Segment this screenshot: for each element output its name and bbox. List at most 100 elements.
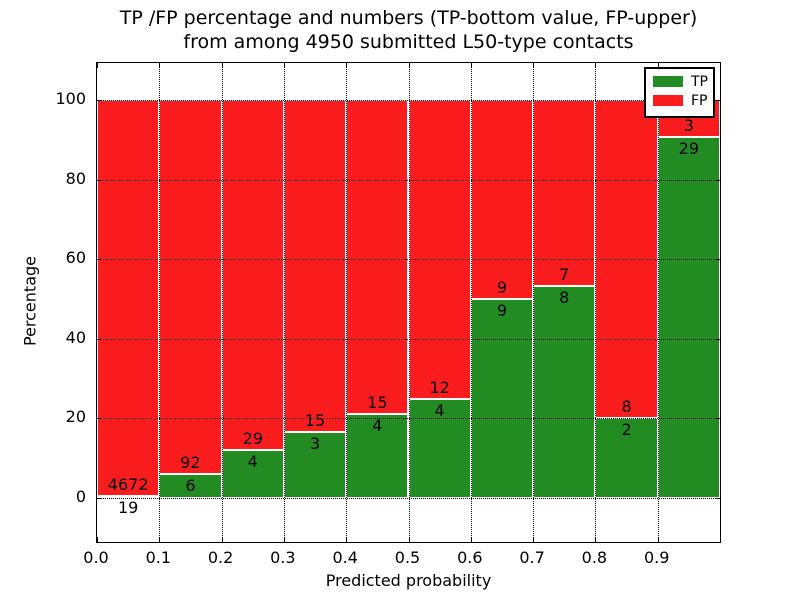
bar-fp-count-label: 92 [180,452,201,472]
bar-tp-count-label: 6 [185,475,196,495]
bar-fp-count-label: 15 [367,393,388,413]
y-gridline [97,498,720,499]
x-tick-label: 0.8 [581,548,608,567]
x-gridline [283,63,285,542]
x-tick-mark [595,537,597,542]
bar-tp-segment [470,299,534,498]
x-tick-label: 0.4 [332,548,358,567]
x-tick-mark-top [346,63,348,68]
x-gridline [159,63,161,542]
x-tick-mark-top [283,63,285,68]
tp-legend-label: TP [691,73,708,90]
bar-tp-segment [657,137,720,498]
fp-legend-label: FP [691,92,708,109]
bar-fp-segment [408,100,471,399]
y-gridline [97,338,720,340]
x-tick-mark-top [533,63,535,68]
x-axis-label: Predicted probability [325,571,492,590]
y-tick-mark [97,100,102,101]
y-tick-mark [97,498,102,499]
bar-fp-segment [221,100,284,450]
bar-fp-segment [346,100,409,415]
x-tick-label: 0.2 [207,548,234,567]
x-tick-mark [470,537,472,542]
x-tick-label: 0.0 [83,548,109,567]
chart-title-line2: from among 4950 submitted L50-type conta… [183,31,634,53]
fp-legend-swatch-icon [653,95,683,106]
y-tick-mark-right [715,179,720,181]
bar-tp-segment [408,398,471,498]
bar-fp-count-label: 9 [496,278,508,297]
y-tick-mark-right [715,338,720,340]
y-gridline [97,100,720,101]
bar-tp-count-label: 4 [372,416,383,436]
y-gridline [97,259,720,261]
x-tick-label: 0.1 [145,548,172,567]
y-tick-mark [97,259,102,261]
x-gridline [533,63,535,542]
x-gridline [221,63,223,542]
x-tick-mark [283,537,285,542]
bar-fp-count-label: 7 [559,264,570,284]
x-tick-label: 0.3 [270,548,296,567]
y-tick-mark [97,338,102,340]
y-tick-label: 20 [65,407,86,427]
x-tick-mark [533,537,535,542]
x-gridline [657,63,659,542]
x-tick-mark-top [657,63,659,68]
x-tick-mark-top [97,63,98,68]
bar-tp-count-label: 3 [309,433,321,453]
y-tick-label: 80 [65,168,86,188]
legend-item-tp: TP [646,72,713,91]
bar-tp-count-label: 2 [621,420,632,440]
bar-tp-count-label: 4 [434,400,445,420]
x-tick-mark-top [595,63,597,68]
x-gridline [595,63,597,542]
bar-fp-count-label: 4672 [107,475,149,495]
x-tick-mark-top [221,63,223,68]
legend-item-fp: FP [646,91,713,110]
y-tick-mark-right [715,418,720,420]
x-tick-mark [159,537,161,542]
y-tick-label: 60 [65,248,86,268]
bar-tp-segment [97,496,160,499]
chart-title: TP /FP percentage and numbers (TP-bottom… [96,6,721,54]
y-tick-label: 0 [75,487,86,506]
y-tick-mark [97,418,102,420]
y-gridline [97,418,720,420]
x-tick-label: 0.5 [394,548,421,567]
y-gridline [97,179,720,181]
bar-tp-count-label: 4 [247,451,258,471]
x-tick-mark [221,537,223,542]
x-tick-mark [346,537,348,542]
bar-tp-count-label: 8 [559,287,570,307]
x-tick-label: 0.9 [643,548,670,567]
bar-fp-count-label: 29 [242,428,263,448]
x-tick-mark [97,537,98,542]
y-tick-mark-right [715,498,720,499]
bar-tp-segment [283,431,347,498]
bar-fp-segment [97,100,160,497]
bar-tp-segment [533,285,596,498]
bar-fp-segment [533,100,596,286]
bar-tp-count-label: 29 [678,139,700,159]
x-gridline [470,63,472,542]
x-tick-label: 0.6 [457,548,483,567]
y-tick-mark [97,179,102,181]
x-gridline [346,63,348,542]
bar-tp-segment [159,473,222,498]
bar-fp-segment [470,100,534,299]
bar-tp-segment [221,449,284,498]
bar-tp-count-label: 9 [496,301,508,320]
y-tick-label: 100 [55,89,86,108]
bar-fp-count-label: 12 [429,377,450,397]
x-tick-mark-top [470,63,472,68]
bar-fp-count-label: 8 [621,397,632,417]
chart-title-line1: TP /FP percentage and numbers (TP-bottom… [119,7,698,29]
y-tick-mark-right [715,259,720,261]
y-tick-label: 40 [65,327,86,347]
bar-fp-count-label: 3 [683,116,694,136]
tp-legend-swatch-icon [653,76,683,87]
bar-fp-segment [283,100,347,432]
